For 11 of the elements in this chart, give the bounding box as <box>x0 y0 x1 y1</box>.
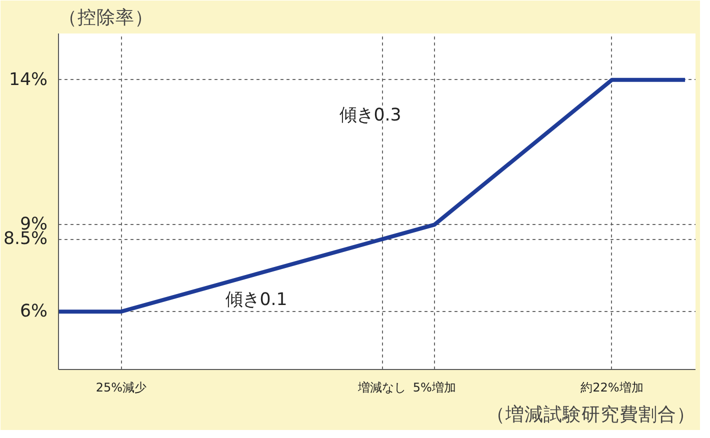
annotation: 傾き0.3 <box>340 105 402 126</box>
line-series <box>58 78 688 314</box>
x-axis-title: （増減試験研究費割合） <box>486 404 696 426</box>
x-tick-label: 増減なし <box>357 380 406 394</box>
x-tick-label: 25%減少 <box>96 380 146 394</box>
annotation: 傾き0.1 <box>226 290 288 310</box>
y-axis-title: （控除率） <box>58 6 154 28</box>
x-tick-label: 約22%増加 <box>580 380 644 394</box>
x-tick-label: 5%増加 <box>412 380 456 394</box>
y-tick-label: 14% <box>8 70 48 90</box>
y-tick-label: 6% <box>20 302 48 322</box>
